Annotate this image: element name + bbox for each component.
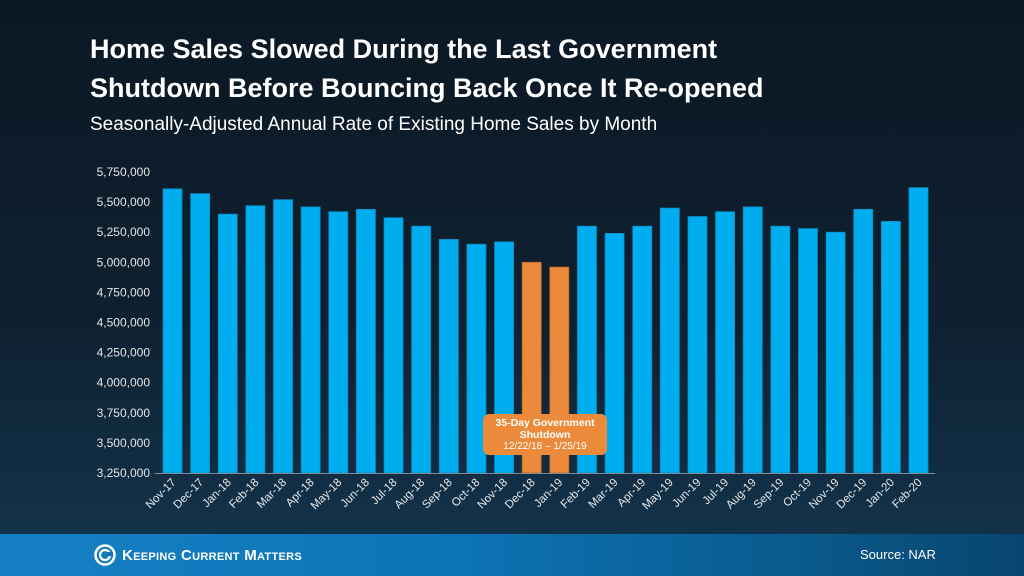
- bar-apr-19: [632, 225, 653, 474]
- bar-jun-19: [687, 216, 708, 474]
- x-tick-label: Nov-18: [475, 477, 510, 512]
- bar-may-18: [328, 211, 349, 474]
- x-tick-label: Dec-18: [503, 477, 538, 512]
- bar-mar-18: [273, 199, 293, 474]
- x-tick-label: Feb-18: [227, 477, 261, 511]
- x-tick-label: Jun-18: [339, 477, 372, 510]
- shutdown-annotation: 35-Day Government Shutdown 12/22/18 – 1/…: [483, 414, 607, 455]
- annotation-dates: 12/22/18 – 1/25/19: [503, 441, 587, 452]
- y-tick-label: 5,000,000: [97, 255, 151, 269]
- chart-subtitle: Seasonally-Adjusted Annual Rate of Exist…: [90, 114, 658, 135]
- x-tick-label: May-18: [309, 477, 345, 513]
- bar-dec-17: [190, 193, 211, 474]
- x-tick-label: Sep-19: [752, 477, 787, 512]
- x-tick-label: Sep-18: [420, 477, 455, 512]
- y-tick-label: 3,750,000: [97, 406, 151, 420]
- bar-nov-19: [825, 231, 846, 474]
- x-tick-label: Nov-19: [807, 477, 842, 512]
- x-tick-label: Dec-19: [835, 477, 870, 512]
- x-tick-label: Mar-19: [586, 477, 620, 511]
- x-tick-label: Mar-18: [255, 477, 289, 511]
- bar-aug-18: [411, 225, 432, 474]
- bar-nov-17: [162, 188, 183, 474]
- bar-may-19: [659, 207, 680, 474]
- title-line-2: Shutdown Before Bouncing Back Once It Re…: [90, 73, 764, 103]
- y-tick-label: 4,250,000: [97, 346, 151, 360]
- x-tick-label: Dec-17: [172, 477, 207, 512]
- x-tick-label: Aug-19: [724, 477, 759, 512]
- footer-bar: Keeping Current Matters Source: NAR: [0, 534, 1024, 576]
- bar-feb-20: [908, 187, 929, 474]
- y-tick-label: 4,000,000: [97, 376, 151, 390]
- y-tick-label: 4,750,000: [97, 285, 151, 299]
- bar-jan-18: [217, 213, 238, 474]
- logo-text: Keeping Current Matters: [122, 546, 302, 564]
- bar-aug-19: [742, 206, 763, 474]
- x-tick-label: Feb-19: [559, 477, 593, 511]
- bar-jan-20: [880, 220, 901, 474]
- x-tick-label: Jun-19: [670, 477, 703, 510]
- y-tick-label: 3,500,000: [97, 436, 151, 450]
- x-tick-label: Aug-18: [393, 477, 428, 512]
- y-tick-label: 5,750,000: [97, 165, 151, 179]
- swirl-logo-icon: [94, 544, 116, 566]
- y-tick-label: 5,500,000: [97, 195, 151, 209]
- bar-mar-19: [604, 233, 625, 474]
- annotation-line-2: Shutdown: [519, 429, 571, 441]
- bar-dec-19: [853, 208, 874, 474]
- y-tick-label: 3,250,000: [97, 466, 151, 480]
- title-line-1: Home Sales Slowed During the Last Govern…: [90, 34, 718, 64]
- bar-chart: 3,250,000 3,500,000 3,750,000 4,000,000 4,25…: [97, 165, 935, 513]
- bar-oct-19: [798, 228, 818, 474]
- bar-apr-18: [300, 206, 321, 474]
- bar-jul-19: [715, 211, 735, 474]
- bar-jul-18: [383, 217, 404, 474]
- x-tick-label: Nov-17: [144, 477, 179, 512]
- x-tick-label: May-19: [640, 477, 676, 513]
- y-tick-label: 4,500,000: [97, 316, 151, 330]
- bar-feb-18: [245, 205, 266, 474]
- annotation-line-1: 35-Day Government: [495, 417, 595, 429]
- bar-jun-18: [356, 208, 376, 474]
- source-note: Source: NAR: [860, 547, 936, 562]
- y-tick-label: 5,250,000: [97, 225, 151, 239]
- kcm-logo: Keeping Current Matters: [94, 544, 302, 566]
- x-tick-label: Feb-20: [890, 477, 924, 511]
- bar-sep-19: [770, 225, 791, 474]
- chart-title: Home Sales Slowed During the Last Govern…: [90, 30, 764, 108]
- bar-sep-18: [438, 239, 459, 474]
